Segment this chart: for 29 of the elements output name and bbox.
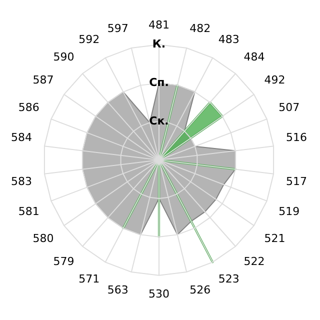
spoke-label: 530 — [148, 287, 170, 300]
spoke-label: 482 — [190, 22, 211, 36]
spoke-label: 580 — [32, 232, 54, 246]
spoke-label: 597 — [107, 22, 128, 36]
spoke-label: 587 — [32, 74, 54, 87]
y-tick-label: К. — [152, 37, 166, 50]
y-tick-label: Сп. — [149, 76, 169, 89]
spoke-label: 581 — [18, 204, 40, 218]
spoke-label: 571 — [78, 272, 100, 286]
spoke-label: 590 — [53, 50, 74, 64]
spoke-label: 586 — [18, 100, 40, 114]
spoke-label: 481 — [148, 18, 170, 32]
spoke-label: 516 — [286, 130, 307, 144]
spoke-label: 584 — [11, 130, 32, 144]
spoke-label: 583 — [11, 174, 32, 188]
spoke-label: 522 — [244, 255, 265, 268]
spoke-label: 484 — [244, 50, 265, 64]
spoke-label: 579 — [53, 255, 74, 268]
spoke-label: 592 — [78, 33, 100, 46]
y-tick-label: Ск. — [149, 114, 169, 128]
spoke-label: 523 — [218, 272, 240, 286]
spoke-label: 526 — [190, 284, 211, 297]
spoke-label: 521 — [264, 232, 286, 246]
spoke-label: 563 — [107, 284, 128, 297]
spoke-label: 492 — [264, 74, 286, 87]
spoke-label: 519 — [278, 204, 300, 218]
spoke-label: 517 — [286, 174, 307, 188]
spoke-label: 507 — [278, 100, 300, 114]
spoke-label: 483 — [218, 33, 240, 46]
